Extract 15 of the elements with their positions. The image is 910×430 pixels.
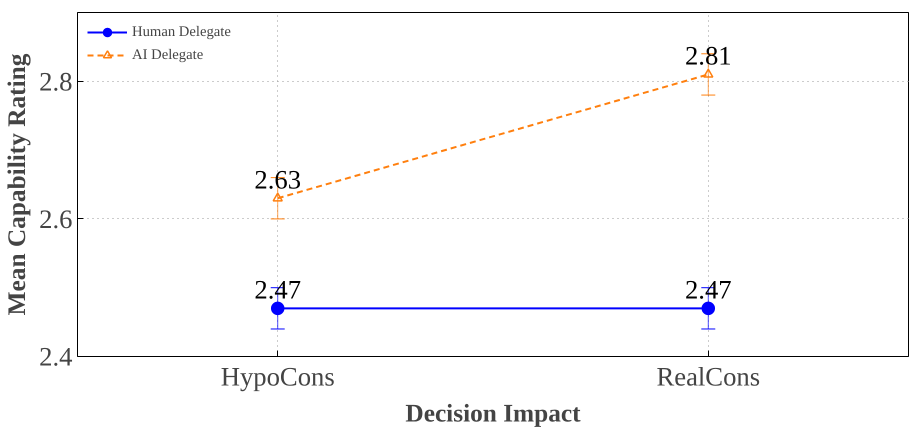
- y-tick-label: 2.8: [39, 66, 73, 96]
- data-label: 2.81: [684, 40, 732, 70]
- data-label: 2.63: [254, 164, 302, 194]
- x-tick-label: RealCons: [656, 362, 760, 392]
- legend-label: AI Delegate: [132, 46, 204, 64]
- legend-label: Human Delegate: [132, 24, 231, 40]
- y-tick-label: 2.4: [39, 342, 73, 372]
- y-axis-title: Mean Capability Rating: [3, 53, 32, 316]
- x-tick-label: HypoCons: [220, 362, 335, 392]
- y-tick-label: 2.6: [39, 204, 73, 234]
- data-label: 2.47: [684, 274, 732, 304]
- data-label: 2.47: [254, 274, 302, 304]
- point: [702, 302, 716, 316]
- x-axis-title: Decision Impact: [405, 400, 582, 428]
- point: [270, 302, 284, 316]
